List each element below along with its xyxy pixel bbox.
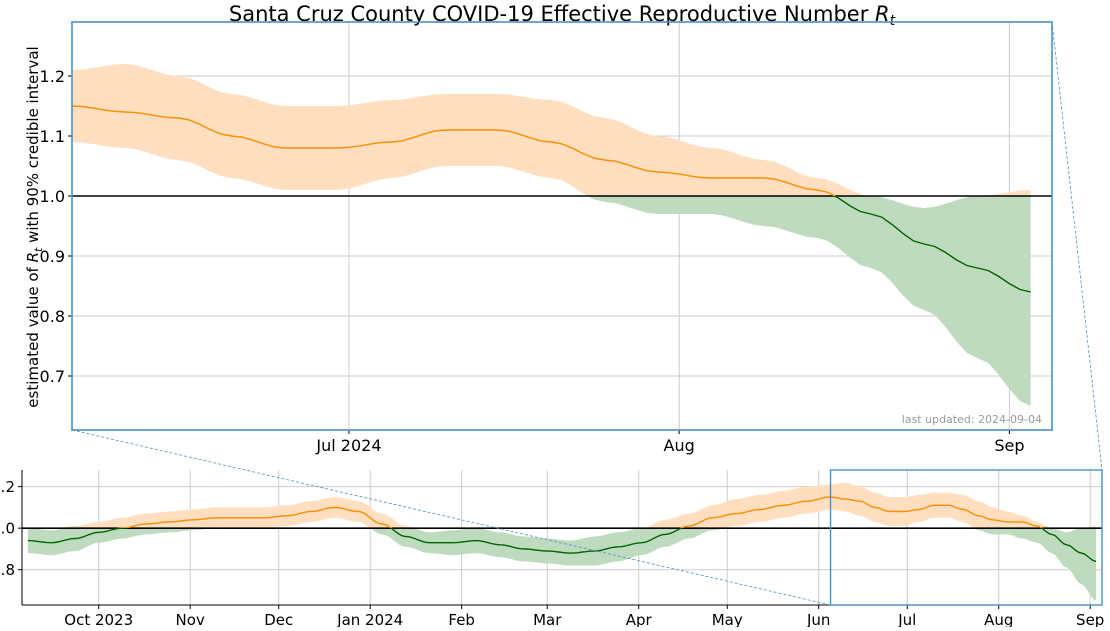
main-ytick-label-0.7: 0.7 [40, 367, 65, 386]
overview-xtick-label-10: Aug [984, 611, 1013, 627]
main-panel: 0.7 0.8 0.9 1.0 1.1 1.2 Jul 2024 Aug Sep [40, 21, 1053, 455]
main-panel-frame [71, 21, 1053, 431]
overview-xtick-label-5: Mar [533, 611, 562, 627]
overview-panel: 0.8 1.0 1.2 Oct 2023 Nov Dec Jan 2024 Feb Mar Apr… [0, 469, 1104, 629]
main-median-above [72, 105, 837, 196]
overview-plot-area [22, 470, 1102, 605]
overview-ytick-label-1.2: 1.2 [0, 478, 15, 496]
main-ytick-label-1.0: 1.0 [40, 187, 65, 206]
overview-xtick-label-4: Feb [448, 611, 475, 627]
main-xtick-label-2: Sep [994, 436, 1024, 455]
overview-median-above [116, 496, 1044, 529]
overview-xtick-label-8: Jun [806, 611, 830, 627]
main-ytick-label-1.1: 1.1 [40, 127, 65, 146]
overview-xtick-label-3: Jan 2024 [336, 611, 403, 627]
overview-ytick-label-1.0: 1.0 [0, 520, 15, 538]
main-band-above [72, 64, 1031, 196]
overview-xtick-label-2: Dec [264, 611, 293, 627]
overview-median-below [27, 528, 1097, 563]
overview-xtick-label-1: Nov [176, 611, 205, 627]
overview-xtick-label-0: Oct 2023 [64, 611, 133, 627]
main-ytick-label-0.8: 0.8 [40, 307, 65, 326]
zoom-connector-right [1051, 21, 1103, 471]
zoom-connectors [71, 21, 1103, 606]
overview-xtick-label-6: Apr [626, 611, 653, 627]
overview-band-below [27, 528, 1097, 601]
overview-band-above [63, 482, 1097, 529]
y-axis-label: estimated value of Rt with 90% credible … [24, 46, 45, 407]
chart-title: Santa Cruz County COVID-19 Effective Rep… [229, 2, 896, 29]
zoom-indicator-box [829, 469, 1103, 606]
main-ytick-label-1.2: 1.2 [40, 67, 65, 86]
main-plot-area [72, 22, 1052, 430]
main-xtick-label-1: Aug [664, 436, 695, 455]
overview-xtick-label-11: Sep [1076, 611, 1104, 627]
overview-xtick-label-9: Jul [897, 611, 916, 627]
main-ytick-label-0.9: 0.9 [40, 247, 65, 266]
overview-ytick-label-0.8: 0.8 [0, 561, 15, 579]
main-xtick-label-0: Jul 2024 [315, 436, 381, 455]
main-band-below [587, 196, 1031, 406]
overview-xtick-label-7: May [712, 611, 743, 627]
last-updated-annotation: last updated: 2024-09-04 [902, 413, 1042, 426]
